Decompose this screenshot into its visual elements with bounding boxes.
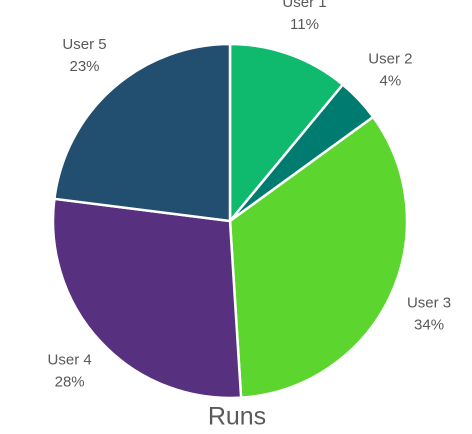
pie-slice (228, 42, 345, 225)
slice-percent: 4% (380, 72, 402, 89)
pie-slice (228, 115, 409, 399)
slice-percent: 28% (55, 374, 85, 391)
chart-title: Runs (208, 403, 266, 431)
slice-name: User 1 (282, 0, 326, 11)
slice-name: User 5 (62, 36, 106, 53)
slice-percent: 11% (290, 16, 319, 33)
slice-name: User 2 (368, 50, 412, 67)
pie-slice (52, 42, 232, 223)
slice-percent: 23% (69, 58, 99, 75)
pie-slice (51, 197, 243, 400)
slice-percent: 34% (414, 317, 444, 334)
slice-name: User 3 (407, 295, 451, 312)
slice-name: User 4 (48, 352, 92, 369)
